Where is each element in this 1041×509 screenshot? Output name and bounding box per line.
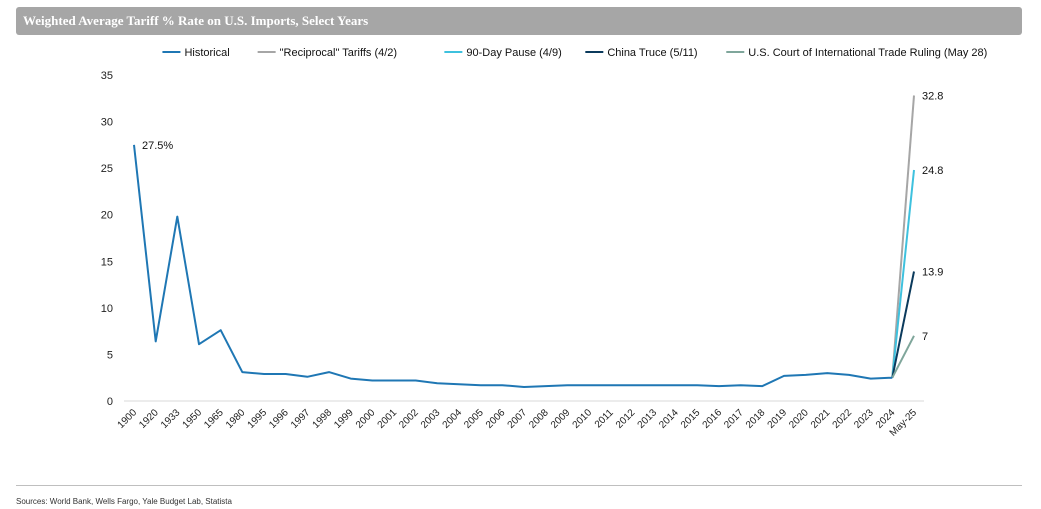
data-label: 27.5% <box>142 140 173 152</box>
x-tick-label: 2012 <box>614 407 638 431</box>
data-label: 24.8 <box>922 165 943 177</box>
x-tick-label: 2010 <box>571 407 595 431</box>
x-tick-label: 2020 <box>787 407 811 431</box>
legend-label: China Truce (5/11) <box>607 47 697 59</box>
x-tick-label: 1920 <box>137 407 161 431</box>
x-tick-label: 1965 <box>202 407 226 431</box>
series-line-2 <box>891 169 915 378</box>
x-tick-label: 2013 <box>636 407 660 431</box>
legend-label: "Reciprocal" Tariffs (4/2) <box>280 47 397 59</box>
x-tick-label: 2022 <box>831 407 855 431</box>
data-label: 13.9 <box>922 267 943 279</box>
data-label: 32.8 <box>922 90 943 102</box>
x-tick-label: 2008 <box>527 407 551 431</box>
x-tick-label: 2001 <box>376 407 400 431</box>
x-tick-label: 2016 <box>701 407 725 431</box>
x-tick-label: 2015 <box>679 407 703 431</box>
tariff-line-chart: 0510152025303519001920193319501965198019… <box>101 47 988 439</box>
x-tick-label: 2017 <box>722 407 746 431</box>
x-tick-label: 2021 <box>809 407 833 431</box>
chart-title: Weighted Average Tariff % Rate on U.S. I… <box>23 13 369 28</box>
series-line-4 <box>891 335 915 379</box>
x-tick-label: 2007 <box>506 407 530 431</box>
footer-divider <box>16 485 1022 486</box>
y-tick-label: 35 <box>101 70 113 82</box>
x-tick-label: 2002 <box>397 407 421 431</box>
y-tick-label: 5 <box>107 349 113 361</box>
x-tick-label: 1995 <box>246 407 270 431</box>
legend-label: Historical <box>184 47 229 59</box>
x-tick-label: 2014 <box>657 407 681 431</box>
y-tick-label: 0 <box>107 396 113 408</box>
series-line-0 <box>133 144 893 388</box>
x-tick-label: 1980 <box>224 407 248 431</box>
x-tick-label: 2018 <box>744 407 768 431</box>
x-tick-label: 1998 <box>311 407 335 431</box>
y-tick-label: 20 <box>101 210 113 222</box>
legend-label: U.S. Court of International Trade Ruling… <box>748 47 987 59</box>
x-tick-label: 2003 <box>419 407 443 431</box>
x-tick-label: 2004 <box>441 407 465 431</box>
x-tick-label: 2011 <box>593 407 616 430</box>
x-tick-label: 2023 <box>852 407 876 431</box>
x-tick-label: 2009 <box>549 407 573 431</box>
chart-title-bar: Weighted Average Tariff % Rate on U.S. I… <box>16 7 1022 35</box>
x-tick-label: 2019 <box>766 407 790 431</box>
series-line-3 <box>891 271 915 378</box>
source-note: Sources: World Bank, Wells Fargo, Yale B… <box>16 497 232 506</box>
x-tick-label: 1900 <box>116 407 140 431</box>
x-tick-label: 1950 <box>181 407 205 431</box>
x-tick-label: 1933 <box>159 407 183 431</box>
data-label: 7 <box>922 331 928 343</box>
y-tick-label: 10 <box>101 303 113 315</box>
y-tick-label: 25 <box>101 163 113 175</box>
legend-label: 90-Day Pause (4/9) <box>466 47 561 59</box>
x-tick-label: 2000 <box>354 407 378 431</box>
x-tick-label: 1997 <box>289 407 313 431</box>
x-tick-label: 2006 <box>484 407 508 431</box>
x-tick-label: 1996 <box>267 407 291 431</box>
y-tick-label: 15 <box>101 256 113 268</box>
x-tick-label: 2005 <box>462 407 486 431</box>
y-tick-label: 30 <box>101 117 113 129</box>
x-tick-label: 1999 <box>332 407 356 431</box>
series-line-1 <box>891 95 915 378</box>
